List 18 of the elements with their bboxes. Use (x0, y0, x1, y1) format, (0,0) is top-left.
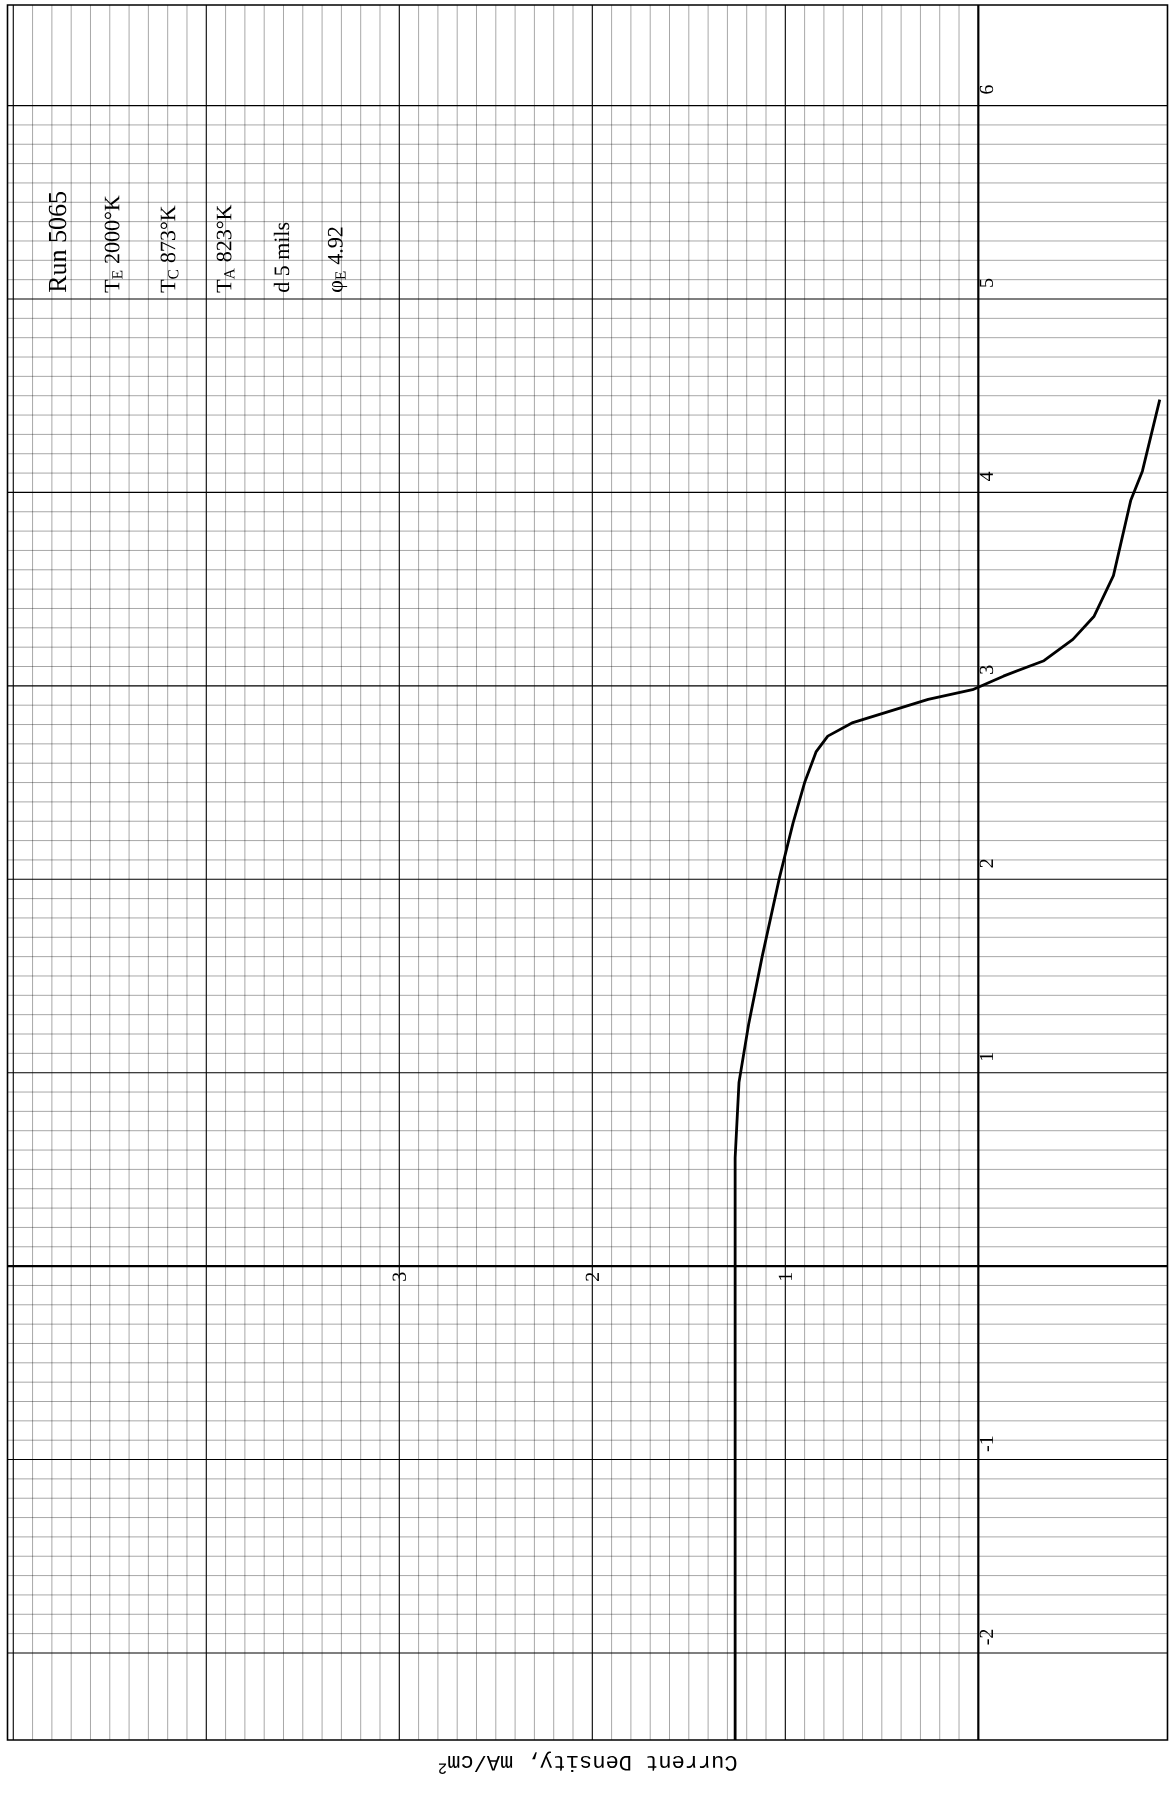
annotation: d 5 mils (274, 222, 290, 292)
annotation: φ$_{E}$ 4.92 (328, 227, 348, 292)
y-tick-label: -1 (979, 1436, 994, 1452)
y-tick-label: -2 (979, 1629, 994, 1645)
x-tick-label: 1 (778, 1272, 793, 1281)
annotation: T$_{A}$ 823°K (216, 204, 235, 293)
annotation: T$_{C}$ 873°K (160, 205, 179, 293)
y-tick-label: 4 (979, 471, 994, 482)
annotation: T$_{E}$ 2000°K (104, 195, 123, 293)
x-axis-title: Current Density, mA/cm$^{2}$ (439, 1751, 737, 1774)
annotation: Run 5065 (48, 192, 67, 293)
y-tick-label: 6 (979, 85, 994, 94)
y-tick-label: 1 (979, 1052, 994, 1060)
x-tick-label: 3 (392, 1272, 407, 1281)
y-tick-label: 3 (979, 665, 994, 674)
y-tick-label: 5 (979, 278, 994, 287)
x-tick-label: 2 (585, 1272, 600, 1281)
y-tick-label: 2 (979, 859, 994, 868)
